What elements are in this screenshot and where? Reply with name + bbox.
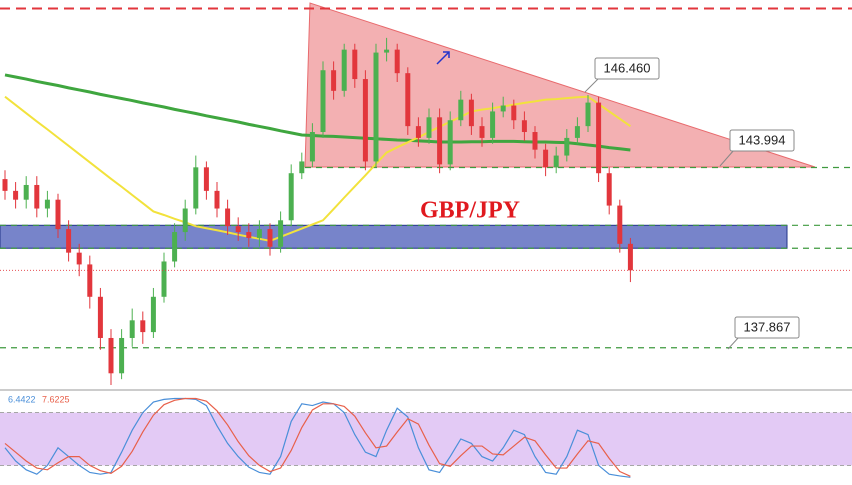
price-panel: 146.460 143.994 137.867	[0, 7, 852, 386]
oscillator-panel: 6.4422 7.6225	[0, 394, 852, 478]
candle-body	[426, 117, 432, 138]
callout-tail	[727, 336, 740, 350]
candle-body	[23, 184, 29, 200]
candle-body	[511, 105, 517, 121]
candle-body	[352, 49, 358, 80]
candle-body	[246, 232, 252, 238]
candle-body	[574, 126, 580, 138]
candle-body	[214, 190, 220, 209]
candle-body	[458, 99, 464, 121]
candle-body	[108, 337, 114, 374]
candle-body	[564, 137, 570, 156]
candle-body	[129, 320, 135, 338]
candle-body	[278, 220, 284, 247]
oscillator-line	[4, 397, 631, 477]
candle-body	[55, 199, 61, 230]
candle-body	[320, 70, 326, 133]
moving-average	[4, 73, 631, 152]
candle-body	[596, 102, 602, 174]
candle-body	[500, 105, 506, 112]
candle-body	[553, 155, 559, 168]
oscillator-value: 7.6225	[42, 394, 70, 404]
candle-body	[384, 49, 390, 53]
trend-arrow	[436, 51, 450, 65]
candle-body	[87, 264, 93, 297]
candle-body	[119, 337, 125, 374]
candle-body	[76, 252, 82, 265]
candle-body	[44, 199, 50, 209]
candle-body	[490, 111, 496, 138]
candle-body	[394, 49, 400, 74]
callout-box	[594, 57, 660, 80]
candle-body	[225, 208, 231, 227]
candle-body	[415, 126, 421, 138]
callout-box	[729, 129, 795, 152]
candle-body	[521, 120, 527, 133]
candle-body	[13, 190, 19, 200]
callout-tail	[719, 149, 735, 167]
candle-body	[182, 208, 188, 233]
candle-body	[617, 205, 623, 244]
candle-body	[309, 132, 315, 162]
candle-body	[532, 132, 538, 150]
candle-body	[543, 149, 549, 168]
candle-body	[362, 79, 368, 162]
callout-label: 146.460	[604, 60, 651, 75]
candle-body	[341, 49, 347, 91]
callout-box	[734, 316, 800, 339]
callout-tail	[584, 77, 600, 93]
candle-body	[235, 226, 241, 233]
candle-body	[288, 173, 294, 221]
candle-body	[627, 243, 633, 271]
candle-body	[66, 229, 72, 253]
callout-label: 137.867	[744, 319, 791, 334]
candle-body	[299, 161, 305, 174]
candle-body	[2, 179, 8, 191]
candle-body	[405, 73, 411, 127]
candle-body	[585, 102, 591, 127]
candle-body	[468, 99, 474, 127]
candle-body	[161, 261, 167, 297]
candle-body	[34, 184, 40, 209]
candle-body	[331, 70, 337, 91]
candle-body	[606, 173, 612, 206]
candle-body	[256, 229, 262, 238]
candle-body	[373, 52, 379, 162]
candle-body	[193, 167, 199, 209]
callout-label: 143.994	[739, 132, 786, 147]
oscillator-value: 6.4422	[8, 394, 36, 404]
candle-body	[140, 320, 146, 333]
candle-body	[437, 117, 443, 165]
candle-body	[447, 120, 453, 165]
candle-body	[267, 229, 273, 247]
candle-body	[97, 296, 103, 338]
support-zone	[0, 224, 788, 249]
candle-body	[150, 296, 156, 333]
moving-average	[4, 95, 631, 242]
candle-body	[479, 126, 485, 138]
candle-body	[203, 167, 209, 191]
chart-title: GBP/JPY	[420, 198, 520, 224]
candle-body	[172, 232, 178, 262]
trend-arrow-head	[443, 51, 450, 58]
